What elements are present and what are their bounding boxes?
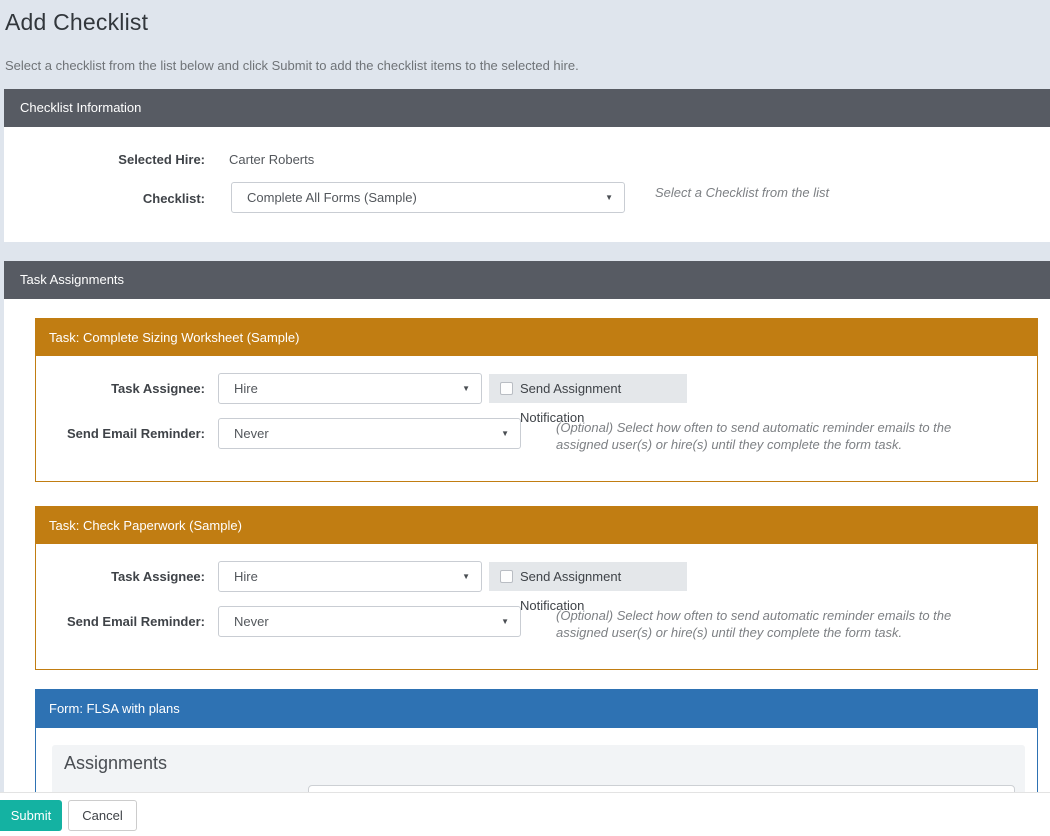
- email-reminder-select-value: Never: [234, 614, 269, 629]
- task-assignee-label: Task Assignee:: [111, 569, 205, 584]
- task-assignee-select[interactable]: Hire ▼: [218, 561, 482, 592]
- task-panel-sizing-worksheet: Task: Complete Sizing Worksheet (Sample): [35, 318, 1038, 482]
- email-reminder-hint: (Optional) Select how often to send auto…: [556, 608, 952, 640]
- task-panel-check-paperwork: Task: Check Paperwork (Sample): [35, 506, 1038, 670]
- task-assignee-label: Task Assignee:: [111, 381, 205, 396]
- page-subtitle: Select a checklist from the list below a…: [5, 58, 579, 73]
- select-arrow-icon: ▼: [462, 384, 470, 393]
- email-reminder-select[interactable]: Never ▼: [218, 606, 521, 637]
- email-reminder-hint: (Optional) Select how often to send auto…: [556, 420, 952, 452]
- select-arrow-icon: ▼: [501, 429, 509, 438]
- email-reminder-select[interactable]: Never ▼: [218, 418, 521, 449]
- submit-button[interactable]: Submit: [0, 800, 62, 831]
- section-header-label: Task Assignments: [20, 272, 125, 287]
- form-panel-header: Form: FLSA with plans: [36, 690, 1037, 728]
- task-assignee-select-value: Hire: [234, 381, 258, 396]
- checklist-label: Checklist:: [142, 191, 205, 206]
- task-panel-header: Task: Complete Sizing Worksheet (Sample): [36, 319, 1037, 356]
- email-reminder-select-value: Never: [234, 426, 269, 441]
- task-assignee-select[interactable]: Hire ▼: [218, 373, 482, 404]
- task-assignee-select-value: Hire: [234, 569, 258, 584]
- selected-hire-value: Carter Roberts: [229, 152, 315, 167]
- send-notification-box: Send Assignment Notification: [489, 562, 687, 613]
- selected-hire-label: Selected Hire:: [118, 152, 205, 167]
- send-notification-label: Send Assignment Notification: [520, 569, 622, 613]
- section-header-label: Checklist Information: [20, 100, 142, 115]
- select-arrow-icon: ▼: [605, 193, 613, 202]
- checklist-hint: Select a Checklist from the list: [655, 185, 830, 200]
- email-reminder-label: Send Email Reminder:: [67, 426, 205, 441]
- send-notification-box: Send Assignment Notification: [489, 374, 687, 425]
- send-notification-checkbox[interactable]: [500, 570, 513, 583]
- footer-bar: [0, 792, 1050, 836]
- assignments-title: Assignments: [64, 753, 168, 773]
- cancel-button[interactable]: Cancel: [68, 800, 137, 831]
- page-title: Add Checklist: [5, 9, 149, 35]
- section-header-checklist-information: Checklist Information: [4, 89, 1050, 127]
- select-arrow-icon: ▼: [462, 572, 470, 581]
- checklist-select[interactable]: Complete All Forms (Sample) ▼: [231, 182, 625, 213]
- task-panel-header: Task: Check Paperwork (Sample): [36, 507, 1037, 544]
- email-reminder-label: Send Email Reminder:: [67, 614, 205, 629]
- send-notification-label: Send Assignment Notification: [520, 381, 622, 425]
- select-arrow-icon: ▼: [501, 617, 509, 626]
- checklist-select-value: Complete All Forms (Sample): [247, 190, 417, 205]
- send-notification-checkbox[interactable]: [500, 382, 513, 395]
- section-header-task-assignments: Task Assignments: [4, 261, 1050, 299]
